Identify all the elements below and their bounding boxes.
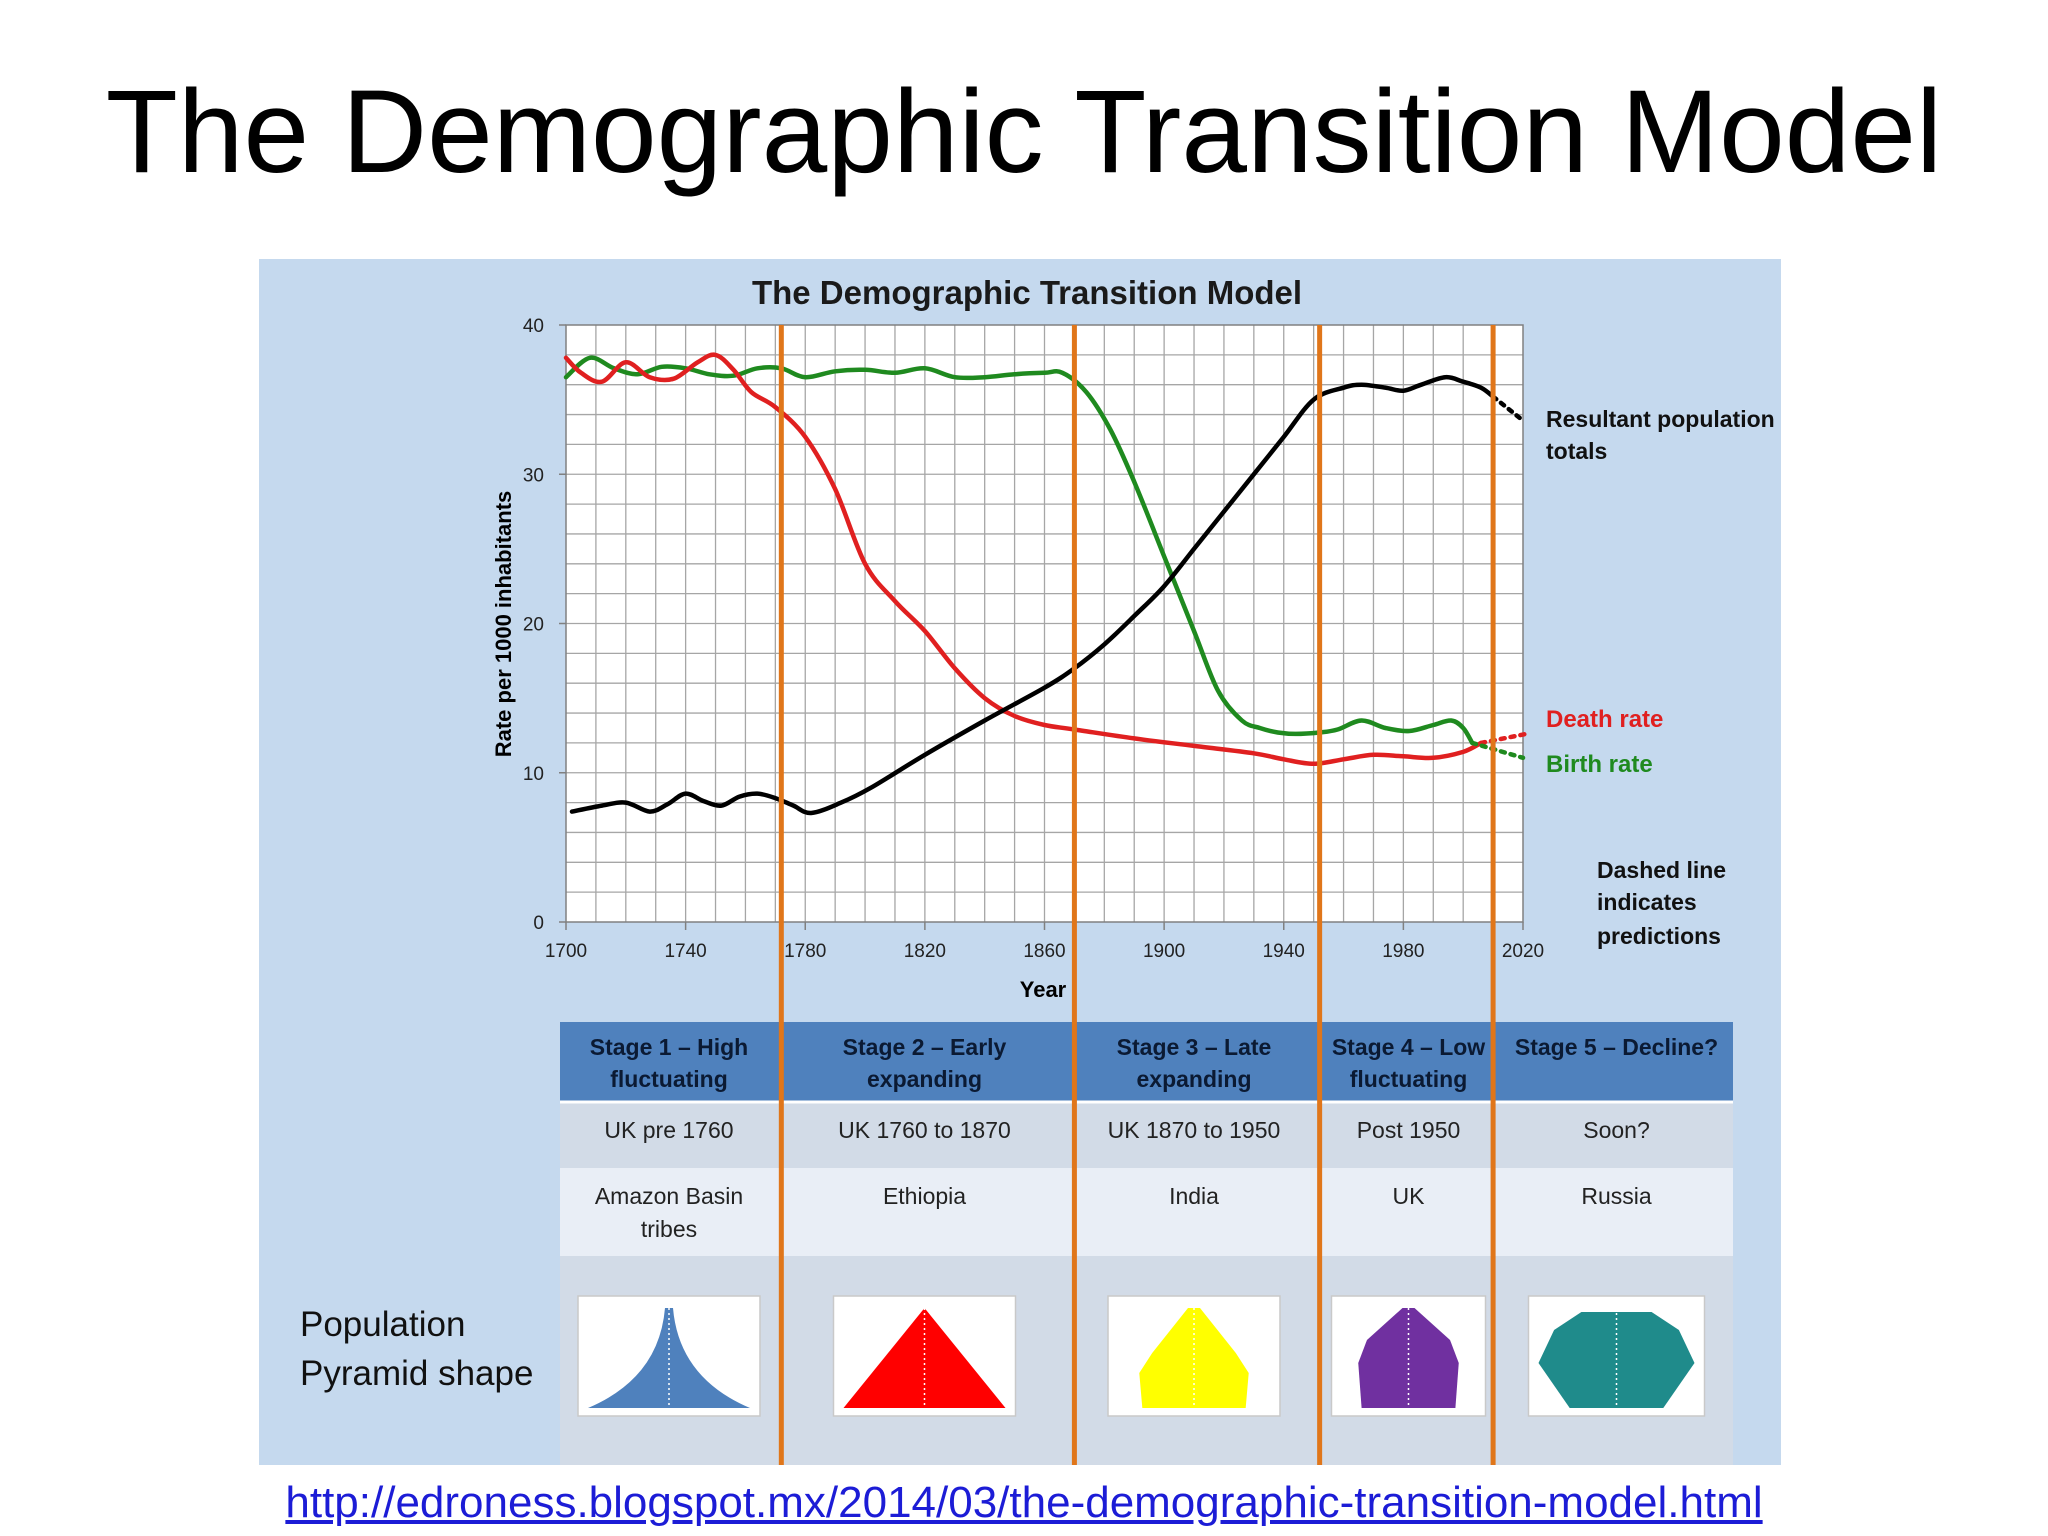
y-tick-label: 40	[523, 316, 544, 337]
example-row	[560, 1102, 1733, 1168]
x-tick-label: 1780	[784, 941, 826, 962]
y-axis-label: Rate per 1000 inhabitants	[491, 491, 516, 758]
y-tick-label: 10	[523, 764, 544, 785]
x-tick-label: 1900	[1143, 941, 1185, 962]
stage-title: Stage 4 – Low	[1332, 1034, 1485, 1060]
pyramid-row-label: Population	[300, 1305, 465, 1344]
x-tick-label: 1980	[1382, 941, 1424, 962]
stage-country: India	[1169, 1183, 1219, 1209]
stage-title: Stage 1 – High	[590, 1034, 748, 1060]
stage-title: Stage 3 – Late	[1117, 1034, 1272, 1060]
x-tick-label: 1740	[664, 941, 706, 962]
population-annotation: Resultant population	[1546, 406, 1775, 432]
resultant-population-totals-prediction-line	[1490, 394, 1526, 423]
birth-rate-annotation: Birth rate	[1546, 751, 1653, 778]
slide-title: The Demographic Transition Model	[105, 66, 1943, 198]
stage-country: Amazon Basin	[595, 1183, 743, 1209]
predictions-note: Dashed line	[1597, 857, 1726, 883]
stage-title: fluctuating	[610, 1066, 728, 1092]
stage-example: Soon?	[1583, 1117, 1650, 1143]
x-tick-label: 2020	[1502, 941, 1544, 962]
stage-example: UK 1870 to 1950	[1108, 1117, 1281, 1143]
stage-title: Stage 2 – Early	[843, 1034, 1007, 1060]
stage-title: expanding	[867, 1066, 982, 1092]
predictions-note: predictions	[1597, 923, 1721, 949]
stage-country: Ethiopia	[883, 1183, 966, 1209]
stage-country: tribes	[641, 1216, 697, 1242]
chart-title: The Demographic Transition Model	[752, 274, 1302, 311]
predictions-note: indicates	[1597, 889, 1697, 915]
birth-rate-line	[563, 355, 1475, 746]
stage-country: Russia	[1581, 1183, 1652, 1209]
x-tick-label: 1700	[545, 941, 587, 962]
x-tick-label: 1940	[1263, 941, 1305, 962]
birth-rate-prediction-line	[1469, 740, 1526, 761]
stage-country: UK	[1393, 1183, 1426, 1209]
source-link[interactable]: http://edroness.blogspot.mx/2014/03/the-…	[285, 1478, 1763, 1527]
stage-header-row	[560, 1022, 1733, 1102]
y-tick-label: 0	[533, 913, 544, 934]
stage-title: fluctuating	[1350, 1066, 1468, 1092]
death-rate-annotation: Death rate	[1546, 706, 1663, 733]
x-tick-label: 1860	[1023, 941, 1065, 962]
y-tick-label: 30	[523, 465, 544, 486]
stage-example: UK pre 1760	[604, 1117, 733, 1143]
death-rate-line	[563, 352, 1484, 767]
x-axis-label: Year	[1020, 977, 1067, 1002]
country-row	[560, 1168, 1733, 1256]
stage-title: expanding	[1136, 1066, 1251, 1092]
y-tick-label: 20	[523, 615, 544, 636]
stage-example: UK 1760 to 1870	[838, 1117, 1011, 1143]
resultant-population-totals-line	[569, 374, 1496, 816]
stage-title: Stage 5 – Decline?	[1515, 1034, 1718, 1060]
pyramid-row-label: Pyramid shape	[300, 1354, 533, 1393]
population-annotation: totals	[1546, 438, 1607, 464]
death-rate-prediction-line	[1478, 731, 1529, 746]
x-tick-label: 1820	[904, 941, 946, 962]
stage-example: Post 1950	[1357, 1117, 1461, 1143]
